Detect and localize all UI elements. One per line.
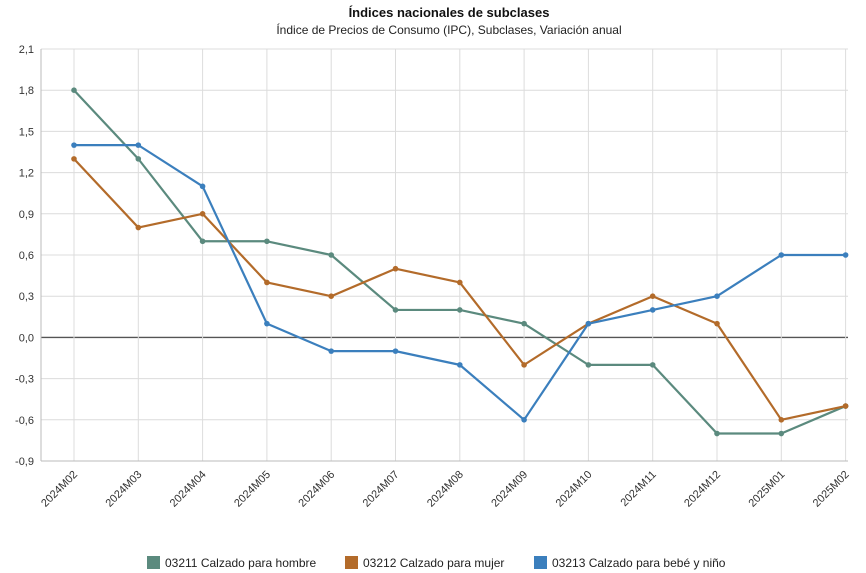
y-tick-label: 0,6 [19, 250, 34, 262]
y-tick-label: 2,1 [19, 44, 34, 56]
series-point[interactable] [714, 431, 720, 437]
y-tick-label: 0,3 [19, 291, 34, 303]
series-point[interactable] [393, 307, 399, 313]
x-tick-label: 2025M01 [746, 469, 787, 510]
series-point[interactable] [843, 252, 849, 258]
y-tick-label: 1,5 [19, 126, 34, 138]
series-point[interactable] [650, 362, 656, 368]
series-point[interactable] [136, 156, 142, 162]
series-point[interactable] [71, 87, 77, 93]
grid [41, 49, 848, 461]
y-tick-label: 0,9 [19, 209, 34, 221]
y-tick-label: 1,8 [19, 85, 34, 97]
series-point[interactable] [779, 431, 785, 437]
x-tick-label: 2024M06 [296, 469, 337, 510]
series-point[interactable] [136, 225, 142, 231]
series-point[interactable] [264, 280, 270, 286]
series-point[interactable] [586, 362, 592, 368]
y-tick-label: -0,6 [15, 415, 34, 427]
series-point[interactable] [586, 321, 592, 327]
y-axis: 2,1 1,8 1,5 1,2 0,9 0,6 0,3 0,0 -0,3 -0,6 -0,9 [15, 44, 41, 468]
legend-swatch-3 [534, 556, 547, 569]
series-point[interactable] [521, 417, 527, 423]
series-point[interactable] [779, 252, 785, 258]
series-point[interactable] [521, 362, 527, 368]
series-point[interactable] [779, 417, 785, 423]
series-point[interactable] [328, 293, 334, 299]
series-point[interactable] [393, 266, 399, 272]
series-point[interactable] [521, 321, 527, 327]
legend-label-3: 03213 Calzado para bebé y niño [552, 556, 726, 570]
series-point[interactable] [264, 321, 270, 327]
series-point[interactable] [393, 348, 399, 354]
legend-swatch-2 [345, 556, 358, 569]
series-point[interactable] [200, 238, 206, 244]
legend: 03211 Calzado para hombre 03212 Calzado p… [147, 556, 726, 570]
y-tick-label: 1,2 [19, 168, 34, 180]
series-point[interactable] [328, 348, 334, 354]
x-tick-label: 2024M09 [489, 469, 530, 510]
legend-label-1: 03211 Calzado para hombre [165, 556, 317, 570]
series-point[interactable] [328, 252, 334, 258]
series-point[interactable] [457, 307, 463, 313]
y-tick-label: -0,9 [15, 456, 34, 468]
x-tick-label: 2025M02 [811, 469, 852, 510]
x-tick-label: 2024M07 [361, 469, 402, 510]
series-point[interactable] [457, 362, 463, 368]
series-point[interactable] [457, 280, 463, 286]
series-point[interactable] [71, 156, 77, 162]
series-point[interactable] [200, 184, 206, 190]
x-tick-label: 2024M10 [554, 469, 595, 510]
series-point[interactable] [71, 142, 77, 148]
legend-label-2: 03212 Calzado para mujer [363, 556, 504, 570]
x-tick-label: 2024M03 [103, 469, 144, 510]
series-point[interactable] [650, 293, 656, 299]
x-axis: 2024M02 2024M03 2024M04 2024M05 2024M06 2024M… [39, 461, 852, 510]
series-point[interactable] [650, 307, 656, 313]
y-tick-label: 0,0 [19, 332, 34, 344]
x-tick-label: 2024M12 [682, 469, 723, 510]
series-point[interactable] [714, 293, 720, 299]
x-tick-label: 2024M05 [232, 469, 273, 510]
x-tick-label: 2024M02 [39, 469, 80, 510]
x-tick-label: 2024M11 [618, 469, 658, 509]
legend-swatch-1 [147, 556, 160, 569]
series-point[interactable] [264, 238, 270, 244]
x-tick-label: 2024M04 [168, 469, 209, 510]
x-tick-label: 2024M08 [425, 469, 466, 510]
y-tick-label: -0,3 [15, 374, 34, 386]
series-point[interactable] [714, 321, 720, 327]
chart-subtitle: Índice de Precios de Consumo (IPC), Subc… [276, 22, 621, 37]
series-point[interactable] [843, 403, 849, 409]
series-point[interactable] [136, 142, 142, 148]
series-point[interactable] [200, 211, 206, 217]
chart-title: Índices nacionales de subclases [349, 5, 550, 20]
